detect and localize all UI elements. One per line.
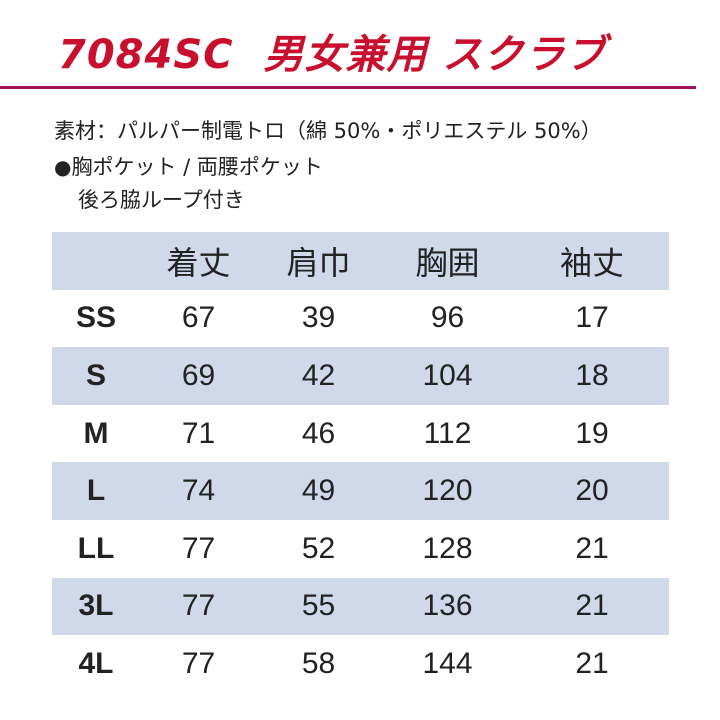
product-name: 男女兼用 スクラブ	[263, 32, 607, 78]
size-label: L	[52, 462, 140, 520]
table-row: S 69 42 104 18	[52, 347, 669, 405]
value-length: 77	[140, 577, 257, 636]
feature-line-loop: 後ろ脇ループ付き	[78, 188, 245, 212]
title-divider	[0, 86, 696, 89]
value-shoulder: 58	[301, 646, 336, 680]
table-row: L 74 49 120 20	[52, 462, 669, 520]
feature-line-pockets: ●胸ポケット / 両腰ポケット	[54, 152, 323, 182]
header-blank	[52, 232, 140, 290]
header-length: 着丈	[140, 232, 257, 290]
value-sleeve: 18	[515, 347, 669, 405]
value-chest: 144	[422, 646, 473, 680]
size-table: 着丈 肩巾 胸囲 袖丈 SS 67 39 96 17 S 69 42 104 1…	[52, 232, 669, 693]
value-shoulder: 52	[301, 531, 336, 565]
value-shoulder: 39	[301, 301, 336, 335]
size-label: SS	[75, 301, 117, 335]
value-shoulder: 49	[257, 462, 380, 520]
value-chest: 104	[380, 347, 515, 405]
value-chest: 120	[380, 462, 515, 520]
header-sleeve: 袖丈	[515, 232, 669, 290]
table-row: SS 67 39 96 17	[52, 290, 669, 348]
value-chest: 136	[380, 577, 515, 636]
product-title: 7084SC 男女兼用 スクラブ	[58, 22, 606, 82]
table-row: 3L 77 55 136 21	[52, 577, 669, 636]
header-shoulder: 肩巾	[257, 232, 380, 290]
value-sleeve: 21	[575, 531, 609, 565]
table-row: 4L 77 58 144 21	[52, 635, 669, 693]
value-shoulder: 42	[257, 347, 380, 405]
feature-pockets-text: 胸ポケット / 両腰ポケット	[71, 155, 323, 179]
value-shoulder: 46	[301, 416, 336, 450]
value-sleeve: 19	[575, 416, 609, 450]
value-chest: 112	[423, 416, 472, 450]
value-length: 74	[140, 462, 257, 520]
size-label: LL	[77, 531, 115, 565]
value-sleeve: 21	[575, 646, 609, 680]
value-sleeve: 17	[575, 301, 609, 335]
bullet-icon: ●	[54, 155, 72, 179]
value-length: 67	[181, 301, 216, 335]
size-label: 4L	[78, 646, 114, 680]
value-length: 69	[140, 347, 257, 405]
value-shoulder: 55	[257, 577, 380, 636]
value-chest: 128	[422, 531, 473, 565]
value-length: 77	[181, 531, 216, 565]
header-chest: 胸囲	[380, 232, 515, 290]
table-row: LL 77 52 128 21	[52, 520, 669, 578]
material-text: 素材：パルパー制電トロ（綿 50%・ポリエステル 50%）	[54, 119, 602, 143]
size-label: 3L	[52, 577, 140, 636]
value-length: 71	[181, 416, 216, 450]
size-label: S	[52, 347, 140, 405]
value-sleeve: 20	[515, 462, 669, 520]
value-sleeve: 21	[515, 577, 669, 636]
size-table-header: 着丈 肩巾 胸囲 袖丈	[52, 232, 669, 290]
value-chest: 96	[430, 301, 465, 335]
table-row: M 71 46 112 19	[52, 405, 669, 463]
product-code: 7084SC	[58, 32, 234, 78]
value-length: 77	[181, 646, 216, 680]
size-label: M	[83, 416, 109, 450]
